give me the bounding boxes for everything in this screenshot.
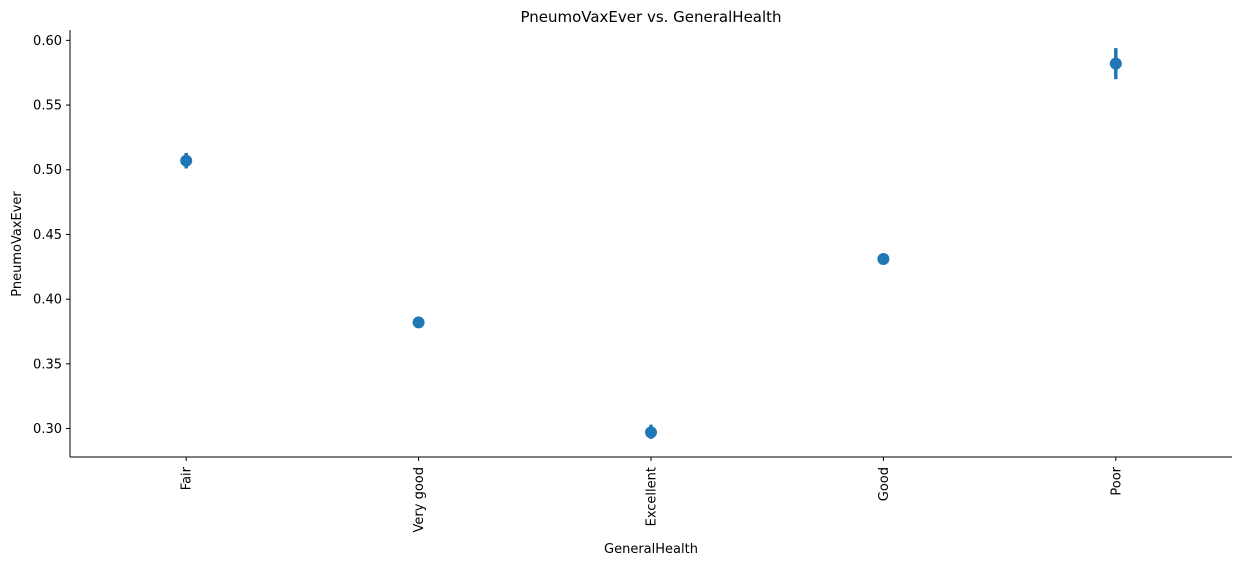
x-tick-label: Poor bbox=[1109, 466, 1124, 495]
y-tick-label: 0.35 bbox=[33, 357, 62, 372]
data-point bbox=[1109, 57, 1122, 70]
x-axis-label: GeneralHealth bbox=[604, 542, 698, 557]
data-point bbox=[180, 154, 193, 167]
data-point bbox=[645, 426, 657, 439]
y-tick-label: 0.40 bbox=[33, 293, 62, 308]
y-axis-label: PneumoVaxEver bbox=[10, 191, 25, 297]
y-tick-label: 0.50 bbox=[33, 163, 62, 178]
y-tick-label: 0.55 bbox=[33, 99, 62, 114]
x-tick-label: Good bbox=[877, 467, 892, 501]
y-tick-label: 0.45 bbox=[33, 228, 62, 243]
data-point bbox=[412, 316, 425, 329]
x-tick-label: Fair bbox=[180, 466, 195, 490]
data-point bbox=[877, 253, 890, 266]
chart-title: PneumoVaxEver vs. GeneralHealth bbox=[520, 8, 781, 26]
y-tick-label: 0.30 bbox=[33, 422, 62, 437]
y-tick-label: 0.60 bbox=[33, 34, 62, 49]
plot-area bbox=[180, 48, 1122, 439]
x-tick-label: Excellent bbox=[645, 467, 660, 526]
x-tick-label: Very good bbox=[412, 467, 427, 532]
